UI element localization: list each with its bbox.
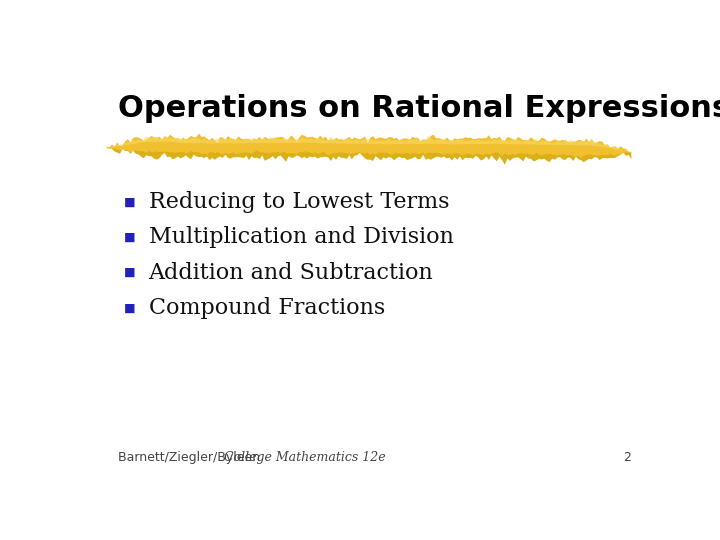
Polygon shape xyxy=(107,147,631,165)
Polygon shape xyxy=(107,133,631,165)
Text: ■: ■ xyxy=(124,231,135,244)
Text: College Mathematics 12e: College Mathematics 12e xyxy=(224,451,385,464)
Text: ■: ■ xyxy=(124,266,135,279)
Text: Reducing to Lowest Terms: Reducing to Lowest Terms xyxy=(148,191,449,213)
Text: Compound Fractions: Compound Fractions xyxy=(148,297,385,319)
Polygon shape xyxy=(107,136,631,152)
Text: Multiplication and Division: Multiplication and Division xyxy=(148,226,454,248)
Text: ■: ■ xyxy=(124,301,135,314)
Text: Operations on Rational Expressions: Operations on Rational Expressions xyxy=(118,94,720,123)
Text: 2: 2 xyxy=(624,451,631,464)
Text: ■: ■ xyxy=(124,195,135,208)
Text: Addition and Subtraction: Addition and Subtraction xyxy=(148,262,433,284)
Text: Barnett/Ziegler/Byleen: Barnett/Ziegler/Byleen xyxy=(118,451,264,464)
